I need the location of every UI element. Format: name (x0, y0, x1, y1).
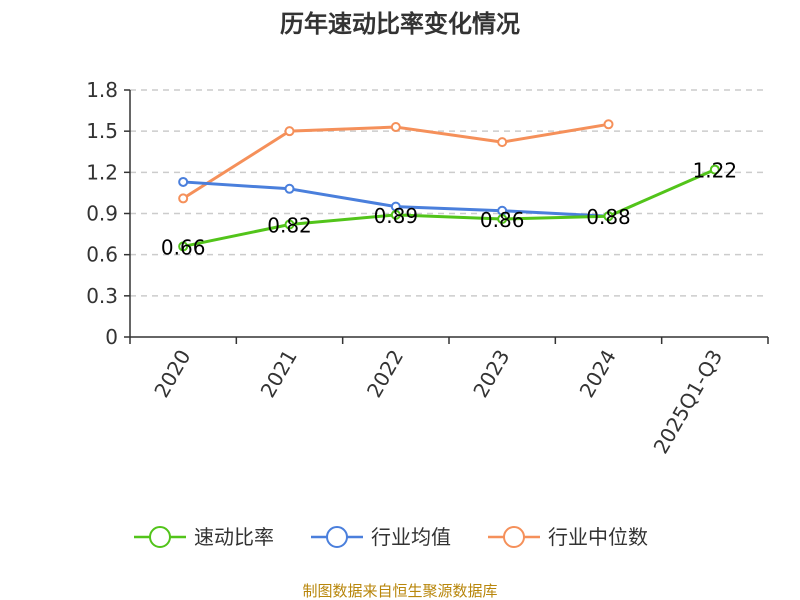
data-point (178, 241, 189, 252)
legend-item[interactable]: 行业中位数 (488, 525, 648, 549)
data-label: 0.86 (480, 208, 525, 232)
y-tick-label: 1.2 (86, 160, 118, 184)
data-label: 0.82 (267, 213, 312, 237)
y-tick-label: 1.8 (86, 78, 118, 102)
legend-item[interactable]: 速动比率 (134, 525, 274, 549)
data-point (284, 219, 295, 230)
data-point (178, 176, 189, 187)
data-point (709, 164, 720, 175)
data-labels: 0.66 0.82 0.89 0.86 0.88 1.22 (161, 159, 737, 260)
x-tick-label: 2020 (149, 346, 195, 402)
series-layer (178, 119, 720, 252)
data-label: 0.89 (374, 204, 419, 228)
data-label: 0.88 (586, 205, 631, 229)
legend-item[interactable]: 行业均值 (311, 525, 451, 549)
x-tick-label: 2021 (256, 346, 302, 402)
data-label: 0.66 (161, 235, 206, 259)
y-tick-label: 0 (105, 325, 118, 349)
x-tick-label: 2022 (362, 346, 408, 402)
legend-marker (503, 526, 525, 548)
data-point (284, 183, 295, 194)
data-label: 1.22 (693, 159, 738, 183)
legend-label: 行业中位数 (548, 525, 648, 549)
x-tick-label: 2023 (468, 345, 514, 401)
data-point (497, 213, 508, 224)
legend-label: 速动比率 (194, 525, 274, 549)
x-tick-label: 2025Q1-Q3 (648, 346, 727, 458)
legend-marker (149, 526, 171, 548)
data-point (390, 209, 401, 220)
source-note: 制图数据来自恒生聚源数据库 (302, 582, 497, 600)
data-point (178, 193, 189, 204)
legend-marker (326, 526, 348, 548)
chart-title: 历年速动比率变化情况 (280, 10, 520, 38)
y-tick-label: 0.6 (86, 243, 118, 267)
legend[interactable]: 速动比率 行业均值 行业中位数 (134, 525, 648, 549)
y-tick-label: 1.5 (86, 119, 118, 143)
data-point (603, 211, 614, 222)
axes: 0 0.3 0.6 0.9 1.2 1.5 1.8 2020 2021 2022 2023 2024 2… (86, 78, 769, 458)
legend-label: 行业均值 (371, 525, 451, 549)
data-point (603, 119, 614, 130)
series-line (182, 168, 716, 248)
grid-lines (130, 89, 768, 297)
x-tick-label: 2024 (575, 346, 621, 402)
y-tick-label: 0.9 (86, 202, 118, 226)
data-point (284, 126, 295, 137)
data-point (497, 137, 508, 148)
y-tick-label: 0.3 (86, 284, 118, 308)
data-point (390, 122, 401, 133)
